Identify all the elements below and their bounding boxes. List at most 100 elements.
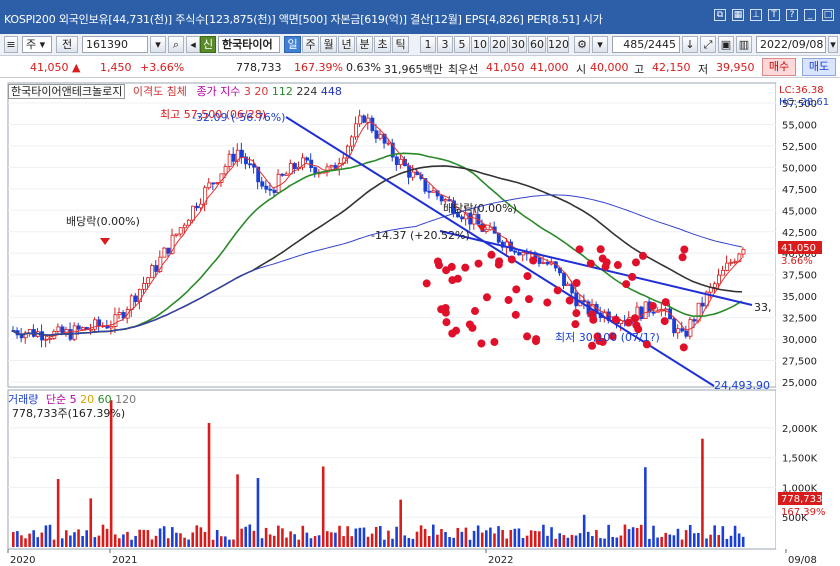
save-icon[interactable]: ▣ [718,36,734,53]
minimize-icon[interactable]: _ [804,9,816,21]
volume-bar [97,535,101,547]
current-volume-tag-bg [778,492,822,505]
search-icon[interactable]: ⌕ [168,36,184,53]
interval-button-5[interactable]: 30 [509,36,527,53]
date-input[interactable]: 2022/09/08 [756,36,826,53]
price-tick-label: 40,000 [782,249,817,260]
volume-bar [521,538,525,547]
candle-body [211,182,216,185]
volume-bar [236,474,239,547]
volume-bar [692,533,696,547]
annotation-mid-change: -14.37 (+20.52%) [371,229,470,242]
period-tab-2[interactable]: 월 [320,36,337,53]
current-price: 41,050 [30,61,69,74]
type-select[interactable]: 주 ▾ [22,36,52,53]
volume-bar [268,534,272,547]
volume-legend: 거래량 단순 5 20 60 120 [8,391,136,407]
volume-bar [713,525,716,547]
interval-button-2[interactable]: 5 [454,36,470,53]
oversold-marker [523,332,532,341]
sell-button[interactable]: 매도 [802,58,836,76]
oversold-marker [442,318,451,327]
help-icon[interactable]: ? [786,9,798,21]
oversold-marker [611,315,620,324]
link-icon[interactable]: ⧉ [714,9,726,21]
candle-body [472,214,477,225]
volume-bar [256,478,260,547]
price-tick-label: 47,500 [782,185,817,196]
candle-body [717,274,721,285]
interval-button-6[interactable]: 60 [528,36,546,53]
buy-button[interactable]: 매수 [762,58,796,76]
candle-body [350,136,354,147]
price-bar: 41,050 ▲ 1,450 +3.66% 778,733 167.39% 0.… [0,57,840,78]
candle-body [358,115,363,125]
candle-body [431,190,436,193]
text-icon[interactable]: T [768,9,780,21]
settings-icon[interactable]: ⚙ [574,36,590,53]
candle-body [162,247,167,258]
interval-button-4[interactable]: 20 [490,36,508,53]
volume-bar [342,536,345,547]
volume-bar [24,538,27,547]
chart-canvas[interactable]: 57,500 55,000 52,500 50,000 47,500 45,000 42,5… [0,79,840,566]
volume-bar [358,527,362,547]
volume-bar [493,533,496,547]
grid-icon[interactable]: ▦ [732,9,744,21]
candle-body [700,302,705,307]
up-arrow-icon: ▲ [72,61,81,74]
oversold-marker [512,285,521,294]
menu-icon[interactable]: ≡ [4,36,18,53]
volume-bar [285,537,288,547]
candle-body [48,338,53,340]
period-tab-0[interactable]: 일 [284,36,301,53]
volume-bar [122,534,125,547]
candle-body [537,257,542,264]
code-dropdown-icon[interactable]: ▾ [150,36,166,53]
oversold-marker [596,245,605,254]
oversold-marker [613,261,622,270]
zoom-icon[interactable]: ⤢ [700,36,716,53]
candle-body [390,142,395,158]
oversold-marker [661,298,670,307]
oversold-marker [638,251,647,260]
volume-ma-label: 단순 [45,393,67,406]
oversold-marker [447,262,456,271]
jeon-button[interactable]: 전 [56,36,78,53]
current-price-tag-bg [778,241,822,254]
candle-body [741,248,746,255]
dropdown-icon[interactable]: ▾ [592,36,608,53]
trendline-mid [439,230,753,306]
volume-bar [448,537,451,547]
volume-bar [150,539,154,547]
date-dropdown-icon[interactable]: ▾ [828,36,838,53]
data-count-field[interactable]: 485/2445 [612,36,680,53]
maximize-icon[interactable]: □ [822,9,834,21]
stock-code-input[interactable]: 161390 [82,36,148,53]
period-tab-1[interactable]: 주 [302,36,319,53]
interval-button-7[interactable]: 120 [547,36,569,53]
volume-bar [93,537,97,547]
volume-bar [668,534,672,547]
calendar-icon[interactable]: ▥ [736,36,752,53]
chart-area[interactable]: 57,500 55,000 52,500 50,000 47,500 45,000 42,5… [0,79,840,566]
pin-icon[interactable]: ⊥ [750,9,762,21]
scroll-icon[interactable]: ↓ [682,36,698,53]
candle-body [133,295,138,303]
period-tab-5[interactable]: 초 [374,36,391,53]
interval-button-3[interactable]: 10 [471,36,489,53]
period-tab-4[interactable]: 분 [356,36,373,53]
volume-bar [264,527,268,547]
sound-icon[interactable]: ◂ [186,36,200,53]
interval-button-1[interactable]: 3 [437,36,453,53]
candle-body [680,328,685,332]
volume-panel-frame [7,389,777,550]
candle-body [566,283,571,286]
volume-bar [480,532,484,547]
x-axis-label: 2021 [112,555,137,566]
interval-button-0[interactable]: 1 [420,36,436,53]
period-tab-6[interactable]: 틱 [392,36,409,53]
period-tab-3[interactable]: 년 [338,36,355,53]
volume-bar [32,530,35,547]
